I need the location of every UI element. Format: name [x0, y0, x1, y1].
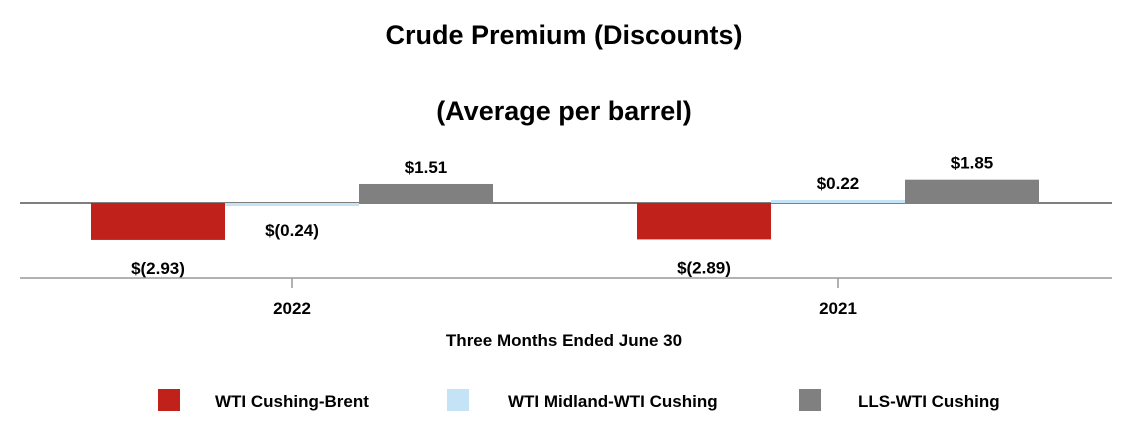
category-label-0: 2022: [273, 299, 311, 318]
legend-swatch-1: [447, 389, 469, 411]
data-label-2-1: $1.85: [951, 154, 994, 173]
legend-swatch-0: [158, 389, 180, 411]
legend-label-0: WTI Cushing-Brent: [215, 392, 369, 411]
data-label-1-1: $0.22: [817, 174, 860, 193]
bar-1-0: [225, 203, 359, 207]
bar-2-1: [905, 179, 1039, 203]
data-label-0-1: $(2.89): [677, 258, 731, 277]
chart-title: Crude Premium (Discounts): [385, 20, 742, 50]
chart-subtitle: (Average per barrel): [436, 96, 692, 126]
plot-area: $(2.93) $(2.89) $(0.24) $0.22 $1.51 $1.85 2022…: [20, 154, 1112, 318]
data-label-0-0: $(2.93): [131, 259, 185, 278]
x-axis-label: Three Months Ended June 30: [446, 331, 682, 350]
legend-label-1: WTI Midland-WTI Cushing: [508, 392, 718, 411]
data-label-2-0: $1.51: [405, 158, 448, 177]
category-label-1: 2021: [819, 299, 857, 318]
legend-swatch-2: [799, 389, 821, 411]
bar-1-1: [771, 200, 905, 203]
legend-label-2: LLS-WTI Cushing: [858, 392, 1000, 411]
bar-2-0: [359, 183, 493, 203]
bar-0-0: [91, 203, 225, 240]
bar-0-1: [637, 203, 771, 240]
data-label-1-0: $(0.24): [265, 221, 319, 240]
legend: WTI Cushing-Brent WTI Midland-WTI Cushing…: [158, 389, 1000, 411]
